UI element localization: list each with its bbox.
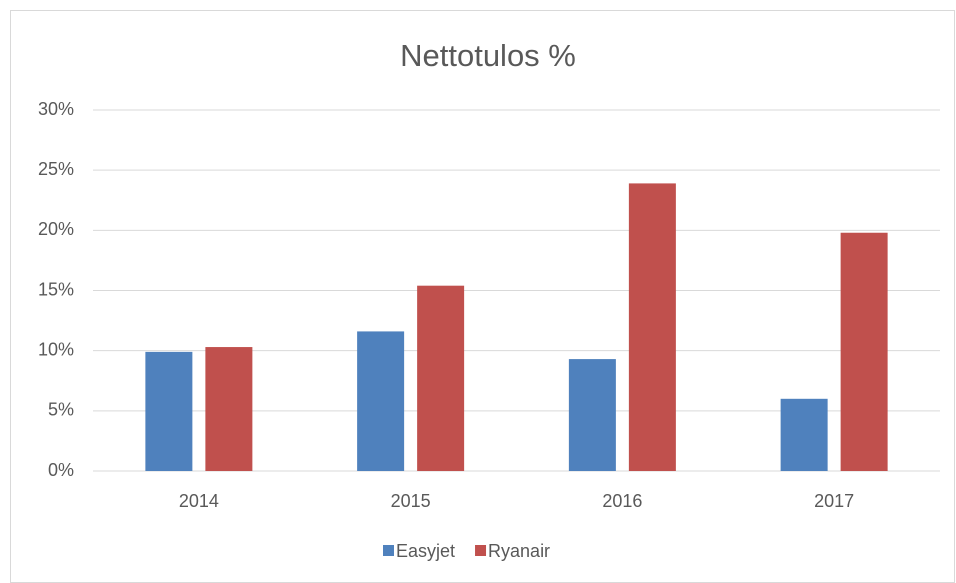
legend-swatch [475, 545, 487, 556]
y-tick-label: 5% [48, 400, 74, 420]
bar [145, 351, 193, 471]
bar [205, 347, 253, 471]
bar [357, 331, 405, 471]
chart-frame [10, 10, 955, 583]
legend-label: Easyjet [396, 541, 455, 561]
y-tick-label: 15% [38, 279, 74, 299]
chart-title: Nettotulos % [400, 38, 576, 73]
y-tick-label: 30% [38, 99, 74, 119]
bar [417, 285, 465, 471]
y-tick-label: 10% [38, 339, 74, 359]
bar [840, 232, 888, 471]
x-tick-label: 2016 [602, 491, 642, 511]
bar [628, 183, 676, 472]
y-tick-label: 25% [38, 159, 74, 179]
x-tick-label: 2014 [179, 491, 219, 511]
bar [780, 398, 828, 471]
legend-swatch [383, 545, 394, 556]
x-tick-label: 2015 [391, 491, 431, 511]
x-tick-label: 2017 [814, 491, 854, 511]
bar [568, 359, 616, 471]
y-tick-label: 0% [48, 460, 74, 480]
legend-label: Ryanair [488, 541, 550, 561]
y-tick-label: 20% [38, 219, 74, 239]
